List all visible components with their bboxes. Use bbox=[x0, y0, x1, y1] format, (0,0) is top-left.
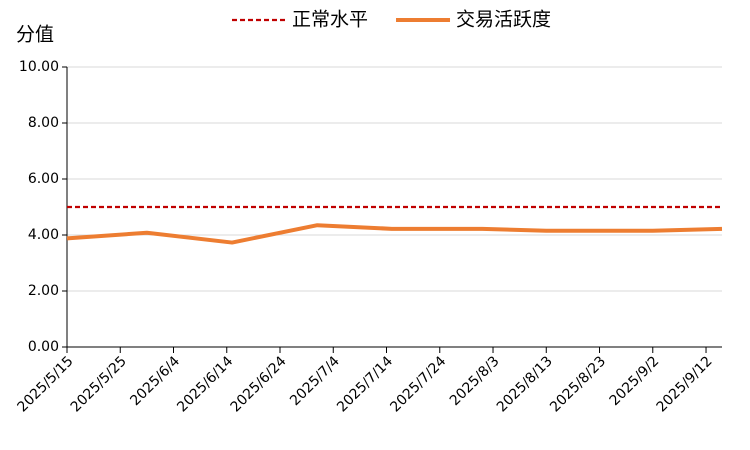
x-tick-label: 2025/8/3 bbox=[447, 353, 503, 409]
legend-label: 正常水平 bbox=[292, 9, 368, 31]
x-tick-label: 2025/7/24 bbox=[387, 353, 449, 415]
y-tick-label: 4.00 bbox=[28, 227, 59, 243]
x-tick-label: 2025/8/13 bbox=[494, 353, 556, 415]
x-tick-label: 2025/9/2 bbox=[607, 353, 663, 409]
x-tick-label: 2025/7/14 bbox=[334, 353, 396, 415]
x-tick-label: 2025/7/4 bbox=[287, 353, 343, 409]
x-tick-label: 2025/6/14 bbox=[174, 353, 236, 415]
legend-label: 交易活跃度 bbox=[456, 9, 551, 31]
y-tick-label: 2.00 bbox=[28, 283, 59, 299]
x-tick-label: 2025/5/25 bbox=[68, 353, 130, 415]
x-tick-label: 2025/8/23 bbox=[547, 353, 609, 415]
y-tick-label: 8.00 bbox=[28, 115, 59, 131]
x-tick-label: 2025/9/12 bbox=[654, 353, 716, 415]
y-axis-label: 分值 bbox=[16, 24, 54, 46]
x-tick-label: 2025/6/24 bbox=[228, 353, 290, 415]
y-tick-label: 10.00 bbox=[19, 59, 59, 75]
x-tick-label: 2025/5/15 bbox=[15, 353, 77, 415]
y-tick-label: 6.00 bbox=[28, 171, 59, 187]
series-line bbox=[66, 223, 723, 245]
y-tick-label: 0.00 bbox=[28, 339, 59, 355]
x-tick-label: 2025/6/4 bbox=[127, 353, 183, 409]
